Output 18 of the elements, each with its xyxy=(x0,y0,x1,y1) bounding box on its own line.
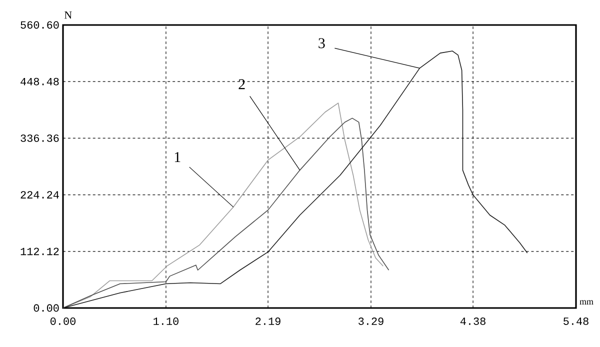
y-tick-label: 448.48 xyxy=(20,78,59,86)
y-tick-label: 112.12 xyxy=(20,248,59,256)
x-tick-label: 4.38 xyxy=(460,318,486,325)
x-tick-label: 5.48 xyxy=(564,318,588,325)
y-tick-label: 560.60 xyxy=(20,21,59,29)
y-tick-label: 224.24 xyxy=(20,191,59,198)
x-axis-title: mm xyxy=(580,300,594,304)
x-tick-label: 2.19 xyxy=(256,318,280,325)
annotation: 3 xyxy=(318,38,325,48)
y-tick-label: 336.36 xyxy=(20,134,59,142)
y-tick-label: 0.00 xyxy=(34,304,59,312)
x-tick-label: 1.10 xyxy=(154,318,178,325)
y-axis-title: N xyxy=(64,11,72,19)
annotation: 1 xyxy=(174,152,180,162)
x-tick-label: 0.00 xyxy=(50,318,76,325)
x-tick-label: 3.29 xyxy=(358,318,384,325)
line-series xyxy=(62,50,528,308)
annotation: 2 xyxy=(238,79,245,90)
